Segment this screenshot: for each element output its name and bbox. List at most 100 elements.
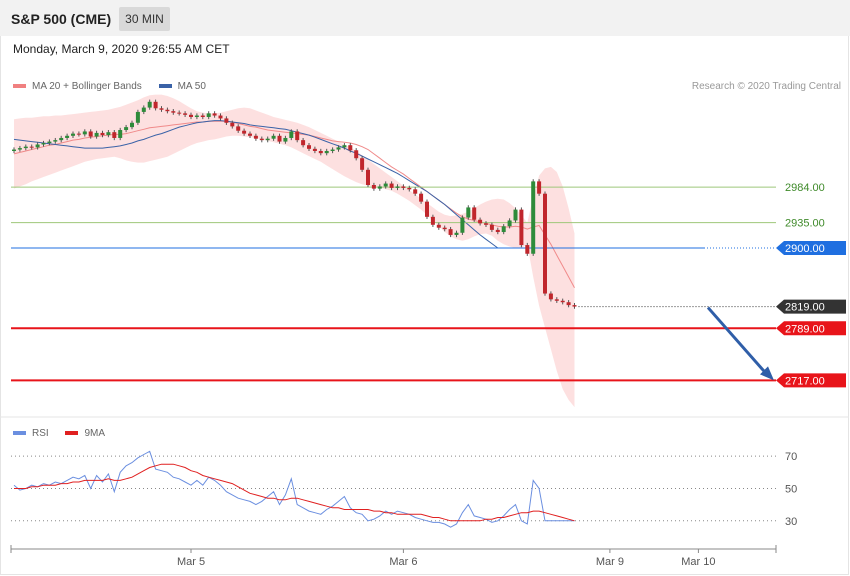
candle-65 xyxy=(395,184,400,191)
candle-body xyxy=(94,132,99,137)
candle-body xyxy=(23,146,28,149)
candle-body xyxy=(135,111,140,123)
candle-76 xyxy=(460,215,465,235)
candle-28 xyxy=(177,110,182,116)
level-tag-bg-4 xyxy=(776,321,846,336)
candle-body xyxy=(448,229,453,235)
candle-34 xyxy=(212,111,217,118)
x-tick-label-3: Mar 10 xyxy=(681,556,715,568)
candle-body xyxy=(265,138,270,141)
chart-header: S&P 500 (CME) 30 MIN xyxy=(0,0,850,36)
candle-body xyxy=(519,209,524,246)
candle-56 xyxy=(342,143,347,150)
x-tick-label-0: Mar 5 xyxy=(177,556,205,568)
candle-92 xyxy=(554,297,559,303)
candle-68 xyxy=(413,187,418,196)
level-tag-2: 2900.00 xyxy=(776,240,846,255)
candle-40 xyxy=(248,131,252,138)
legend-label-rsi: RSI xyxy=(32,428,49,439)
legend-item-rsi-ma: 9MA xyxy=(65,428,105,439)
level-tag-bg-2 xyxy=(776,240,846,255)
candle-body xyxy=(543,193,547,294)
candle-body xyxy=(554,299,559,301)
ma50-line xyxy=(13,120,499,249)
candle-body xyxy=(489,224,494,230)
candle-7 xyxy=(53,137,58,144)
candle-77 xyxy=(466,205,471,220)
legend-label-ma50: MA 50 xyxy=(177,81,206,92)
candle-body xyxy=(100,132,105,136)
x-tick-label-2: Mar 9 xyxy=(596,556,624,568)
candle-25 xyxy=(159,106,164,112)
legend-swatch-rsi-ma xyxy=(65,431,79,436)
candle-26 xyxy=(165,107,170,114)
candle-38 xyxy=(236,124,241,133)
candle-75 xyxy=(454,230,459,238)
candle-30 xyxy=(189,112,193,120)
candle-80 xyxy=(484,221,488,227)
candle-20 xyxy=(130,120,134,130)
candle-body xyxy=(65,135,70,138)
candle-55 xyxy=(336,145,341,152)
legend-swatch-ma20 xyxy=(13,84,26,89)
candle-body xyxy=(242,130,247,134)
candle-body xyxy=(183,113,188,115)
candle-88 xyxy=(531,179,536,256)
candle-41 xyxy=(253,133,258,141)
legend-item-ma20: MA 20 + Bollinger Bands xyxy=(13,81,142,92)
candle-body xyxy=(312,148,317,151)
candle-62 xyxy=(377,184,382,191)
candle-87 xyxy=(525,242,530,256)
timeframe-button[interactable]: 30 MIN xyxy=(119,7,170,31)
candle-body xyxy=(371,185,376,189)
candle-body xyxy=(454,232,459,235)
candle-body xyxy=(572,305,577,307)
candle-2 xyxy=(23,144,28,151)
credit-text: Research © 2020 Trading Central xyxy=(691,81,841,92)
candle-body xyxy=(295,131,300,141)
candle-body xyxy=(200,115,205,117)
candle-46 xyxy=(283,135,288,144)
candle-body xyxy=(301,140,306,146)
candle-body xyxy=(212,113,217,116)
candle-body xyxy=(230,122,235,127)
candle-body xyxy=(348,145,353,151)
rsi-line xyxy=(13,450,575,528)
candle-44 xyxy=(271,133,276,141)
candle-body xyxy=(484,223,488,225)
candle-body xyxy=(330,149,335,151)
candle-70 xyxy=(425,199,429,220)
candle-29 xyxy=(183,111,188,117)
candle-69 xyxy=(419,191,424,204)
candle-93 xyxy=(560,298,565,305)
candle-27 xyxy=(171,109,176,115)
candle-89 xyxy=(537,179,542,196)
candle-body xyxy=(377,186,382,189)
candle-body xyxy=(389,183,394,188)
candle-10 xyxy=(71,131,75,138)
candle-body xyxy=(336,147,341,150)
candle-82 xyxy=(495,227,500,235)
level-tag-bg-5 xyxy=(776,373,846,388)
candle-body xyxy=(106,132,111,136)
level-label-4: 2789.00 xyxy=(785,323,825,335)
candle-body xyxy=(218,115,223,119)
rsi-tick-50: 50 xyxy=(785,483,797,495)
candle-body xyxy=(560,300,565,303)
candle-body xyxy=(171,111,176,113)
candle-63 xyxy=(383,181,388,189)
projection-arrowhead xyxy=(760,366,774,381)
candle-body xyxy=(283,137,288,142)
level-label-1: 2935.00 xyxy=(785,218,825,230)
candle-body xyxy=(41,143,46,145)
candle-body xyxy=(236,126,241,131)
candle-72 xyxy=(436,222,441,230)
candle-11 xyxy=(76,131,81,137)
candle-52 xyxy=(318,148,323,156)
candle-19 xyxy=(124,124,129,133)
legend-label-rsi-ma: 9MA xyxy=(84,428,106,439)
candle-31 xyxy=(194,113,199,120)
candle-body xyxy=(35,144,40,148)
candle-body xyxy=(159,108,164,110)
